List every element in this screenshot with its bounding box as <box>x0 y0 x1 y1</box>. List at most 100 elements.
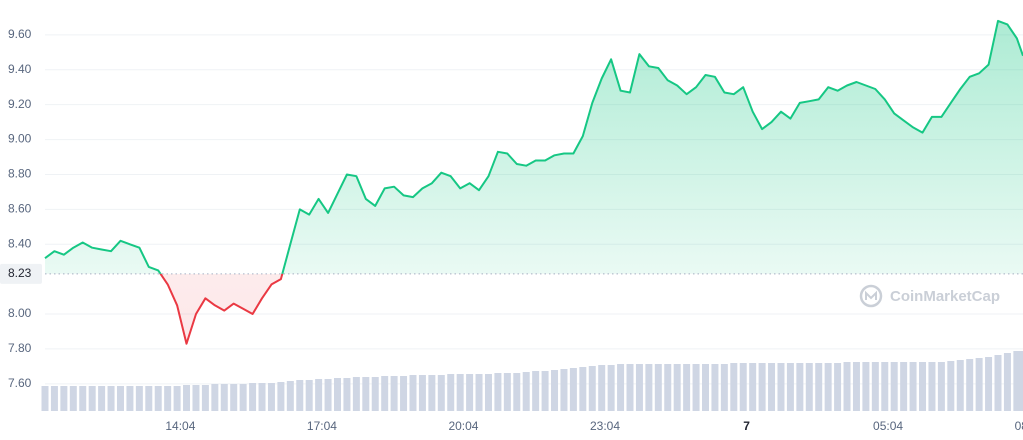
volume-bar <box>164 386 172 411</box>
volume-bar <box>513 373 521 411</box>
volume-bar <box>362 377 370 411</box>
volume-bar <box>1003 353 1011 411</box>
y-tick-label: 7.60 <box>8 376 32 390</box>
watermark-text: CoinMarketCap <box>890 288 1000 305</box>
volume-bar <box>145 386 153 411</box>
y-tick-label: 8.00 <box>8 306 32 320</box>
volume-bar <box>258 383 266 411</box>
volume-bar <box>456 374 464 411</box>
volume-bar <box>173 386 181 411</box>
volume-bar <box>664 364 672 411</box>
volume-bar <box>551 370 559 411</box>
volume-bar <box>956 360 964 411</box>
volume-bar <box>503 373 511 411</box>
volume-bar <box>400 376 408 411</box>
x-tick-label: 7 <box>743 419 750 433</box>
volume-bar <box>607 365 615 411</box>
volume-bar <box>211 384 219 411</box>
volume-bar <box>201 385 209 411</box>
volume-bar <box>711 364 719 411</box>
volume-bar <box>626 364 634 411</box>
volume-bar <box>305 380 313 411</box>
volume-bar <box>758 363 766 411</box>
volume-bar <box>409 375 417 411</box>
area-up <box>45 20 1023 274</box>
volume-bar <box>418 375 426 411</box>
volume-bar <box>919 362 927 411</box>
volume-bar <box>947 361 955 411</box>
volume-bar <box>343 378 351 411</box>
volume-bar <box>975 358 983 411</box>
volume-bar <box>437 375 445 411</box>
volume-bar <box>966 359 974 411</box>
volume-bar <box>390 376 398 411</box>
volume-bar <box>277 382 285 411</box>
volume-bar <box>494 373 502 411</box>
volume-bar <box>994 355 1002 411</box>
volume-bar <box>69 386 77 411</box>
volume-bar <box>267 383 275 411</box>
volume-bar <box>116 386 124 411</box>
volume-bar <box>249 383 257 411</box>
volume-bar <box>909 362 917 411</box>
volume-bar <box>730 363 738 411</box>
volume-bar <box>466 374 474 411</box>
x-tick-label: 14:04 <box>165 419 195 433</box>
volume-bar <box>50 386 58 411</box>
volume-bar <box>890 362 898 411</box>
baseline-label-box <box>0 263 42 284</box>
volume-bar <box>796 363 804 411</box>
y-tick-label: 8.80 <box>8 167 32 181</box>
y-tick-label: 9.00 <box>8 132 32 146</box>
x-tick-label: 05:04 <box>873 419 903 433</box>
volume-bar <box>843 362 851 411</box>
price-line-down <box>159 273 284 345</box>
volume-bar <box>701 364 709 411</box>
x-tick-label: 23:04 <box>590 419 620 433</box>
volume-bar <box>673 364 681 411</box>
y-tick-label: 8.60 <box>8 202 32 216</box>
volume-bar <box>428 375 436 411</box>
volume-bar <box>286 381 294 411</box>
volume-bar <box>654 364 662 411</box>
volume-bar <box>985 357 993 411</box>
volume-bar <box>183 385 191 411</box>
volume-bar <box>98 386 106 411</box>
volume-bar <box>824 363 832 411</box>
volume-bar <box>852 362 860 411</box>
watermark-logo <box>865 290 877 300</box>
volume-bar <box>645 364 653 411</box>
volume-bar <box>79 386 87 411</box>
volume-bar <box>88 386 96 411</box>
volume-bar <box>107 386 115 411</box>
volume-bar <box>588 366 596 411</box>
volume-bar <box>230 384 238 411</box>
x-tick-label: 17:04 <box>307 419 337 433</box>
volume-bar <box>579 367 587 411</box>
volume-bar <box>928 362 936 411</box>
y-tick-label: 9.60 <box>8 27 32 41</box>
volume-bar <box>60 386 68 411</box>
volume-bar <box>815 363 823 411</box>
volume-bar <box>239 384 247 411</box>
volume-bar <box>352 377 360 411</box>
volume-bar <box>635 364 643 411</box>
volume-bar <box>381 376 389 411</box>
volume-bar <box>937 362 945 411</box>
volume-bar <box>569 368 577 411</box>
volume-bar <box>541 371 549 411</box>
volume-bar <box>834 363 842 411</box>
volume-bar <box>447 374 455 411</box>
volume-bar <box>315 379 323 411</box>
volume-bar <box>324 379 332 411</box>
volume-bar <box>739 363 747 411</box>
volume-bar <box>900 362 908 411</box>
volume-bar <box>749 363 757 411</box>
volume-bar <box>777 363 785 411</box>
volume-bar <box>768 363 776 411</box>
watermark: CoinMarketCap <box>859 284 1000 308</box>
watermark-logo <box>859 284 883 308</box>
volume-bar <box>805 363 813 411</box>
volume-bar <box>475 374 483 411</box>
